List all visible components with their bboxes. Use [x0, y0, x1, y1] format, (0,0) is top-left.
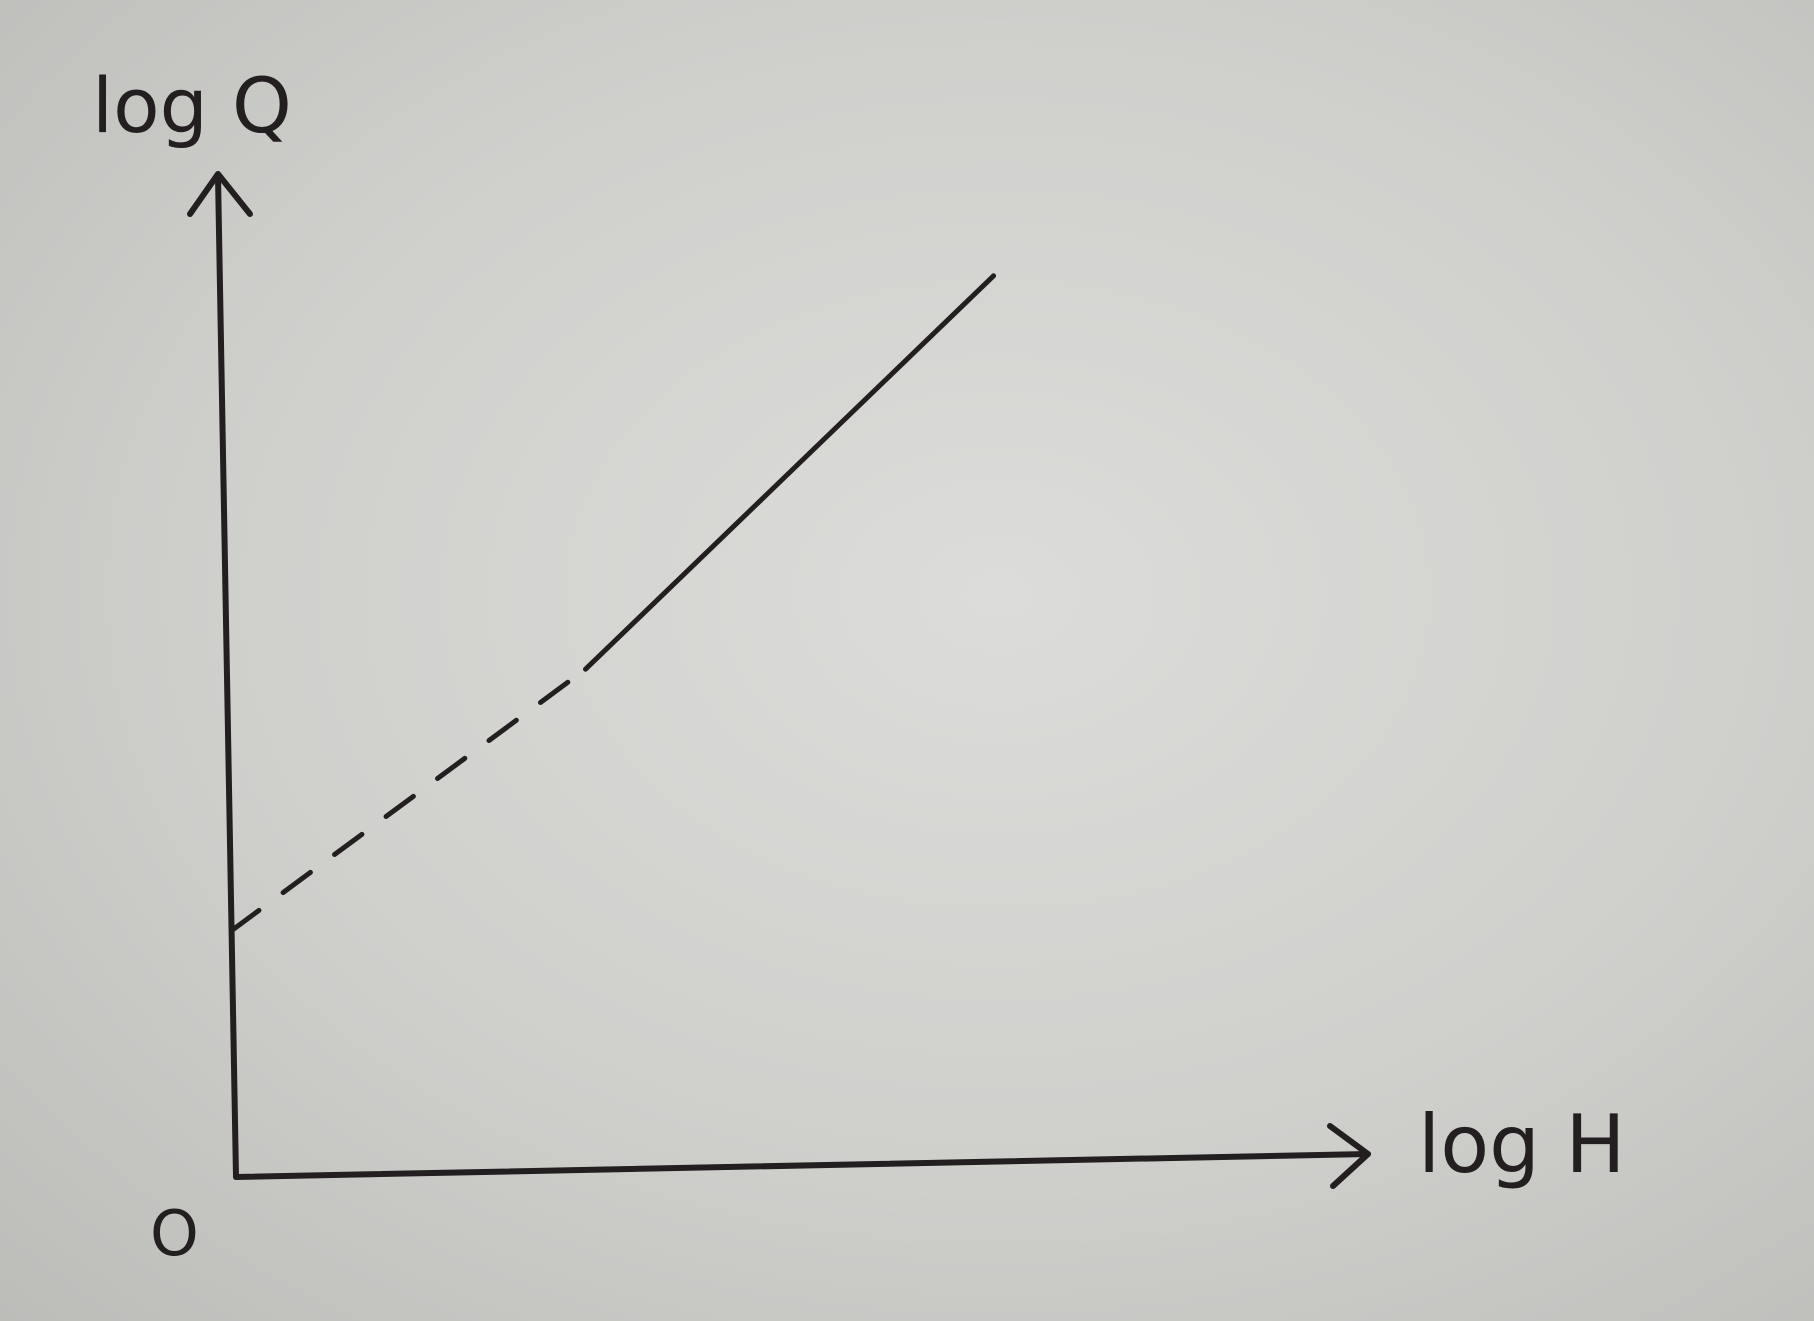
axes — [187, 171, 1371, 1189]
origin-label: O — [150, 1197, 199, 1270]
series-line-solid — [583, 273, 997, 672]
x-axis-label: log H — [1418, 1098, 1626, 1191]
y-axis-arrowhead — [187, 171, 253, 217]
x-axis-arrowhead — [1327, 1123, 1371, 1189]
series-line-dashed — [229, 666, 588, 934]
x-axis-line — [233, 1151, 1371, 1180]
series-layer — [229, 273, 997, 934]
y-axis-label: log Q — [92, 61, 292, 150]
y-axis-line — [215, 173, 239, 1180]
